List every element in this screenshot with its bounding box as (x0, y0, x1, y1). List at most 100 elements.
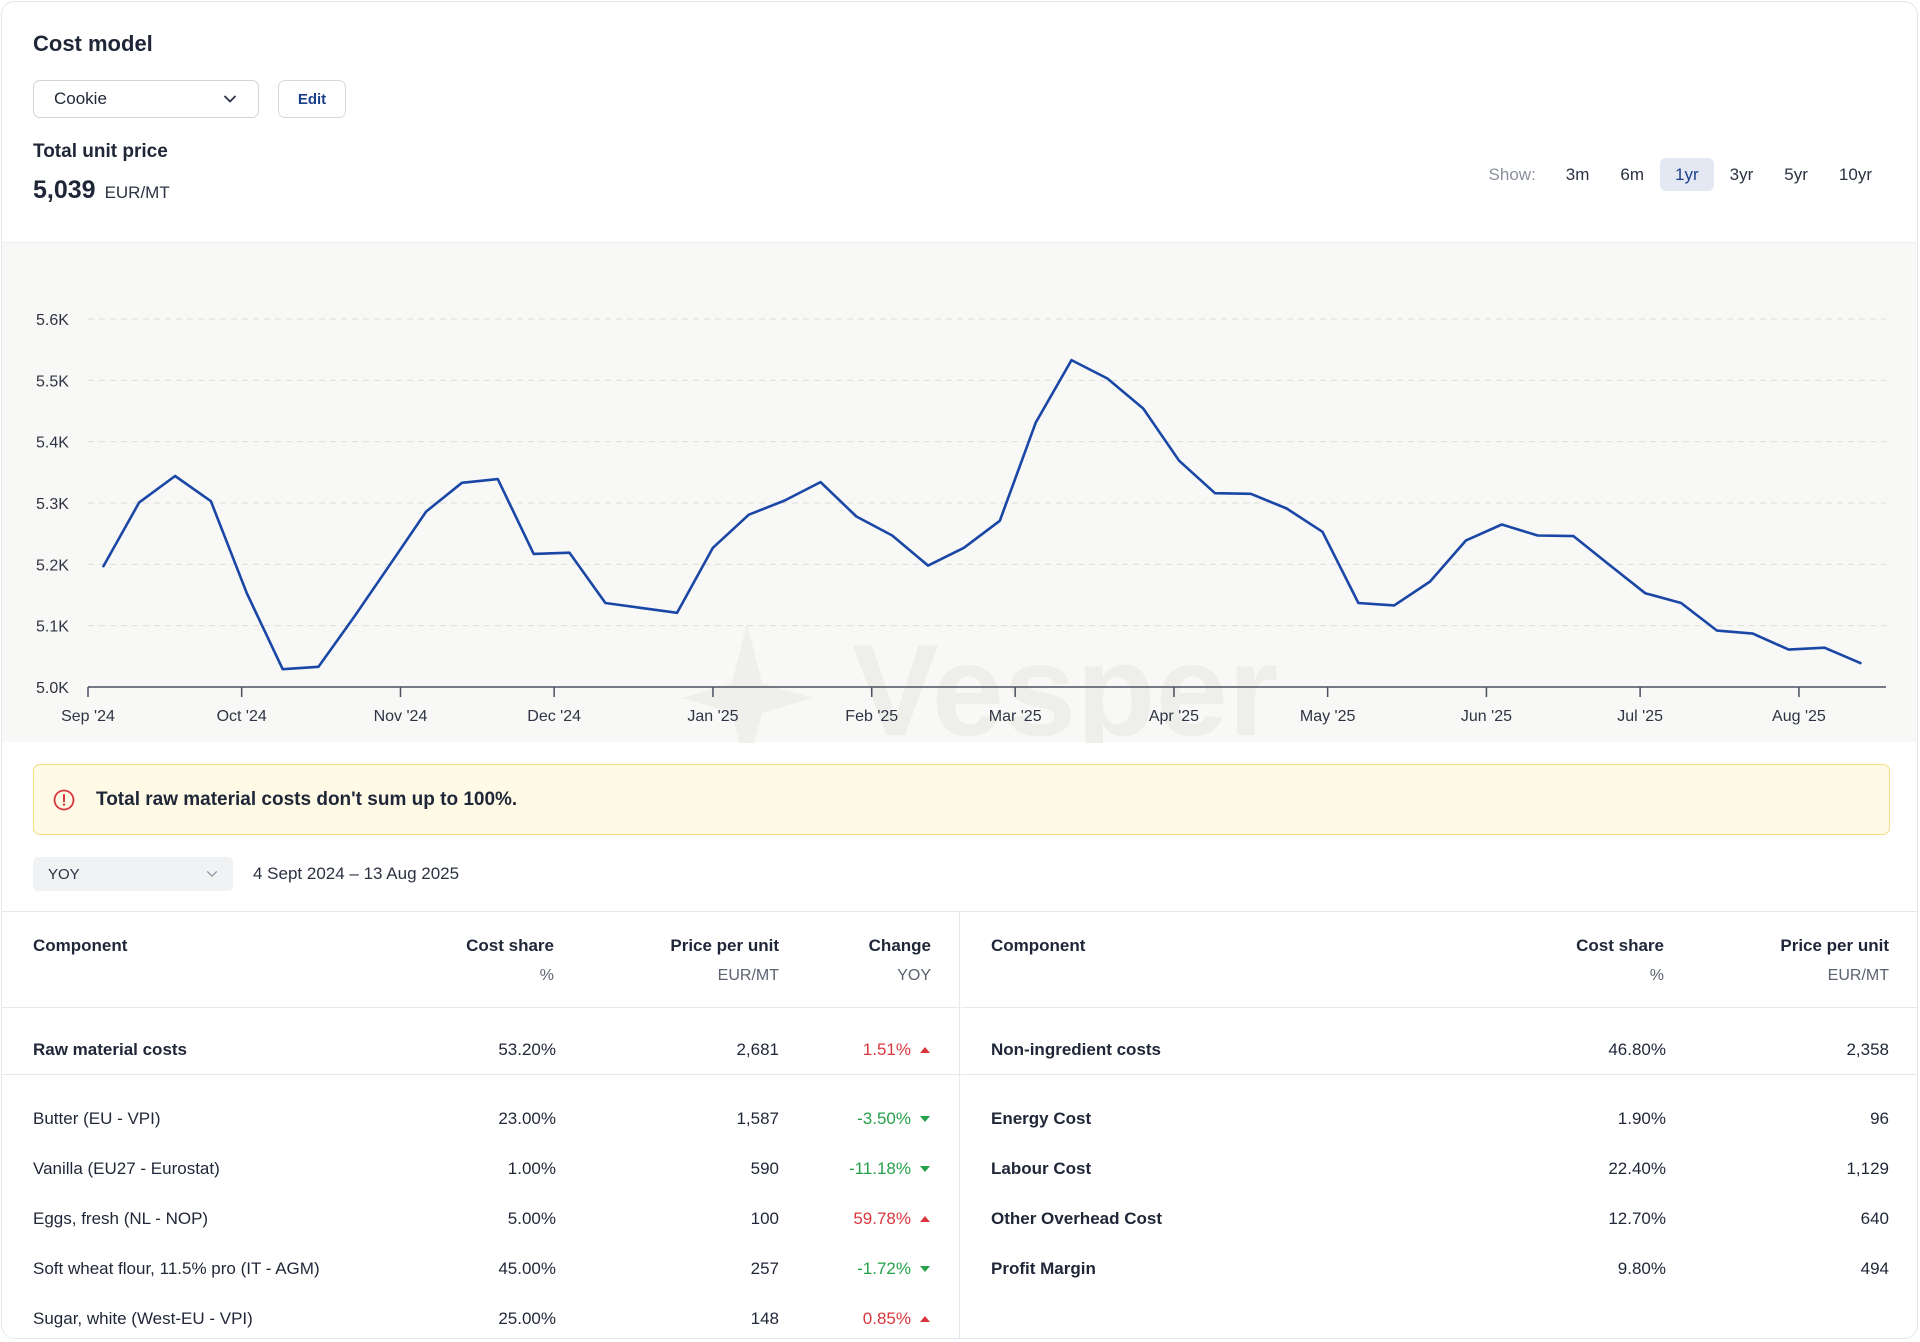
y-tick-label: 5.6K (36, 312, 69, 329)
column-unit-cost-share: % (539, 967, 554, 984)
x-tick-label: Mar '25 (989, 708, 1042, 725)
column-header-cost-share: Cost share (466, 936, 554, 955)
range-option-5yr[interactable]: 5yr (1784, 165, 1808, 184)
row-name: Energy Cost (991, 1109, 1092, 1128)
trend-up-icon (920, 1047, 930, 1053)
range-option-6m[interactable]: 6m (1620, 165, 1645, 184)
column-unit-cost-share: % (1649, 967, 1664, 984)
x-tick-label: Jan '25 (687, 708, 738, 725)
price-series-line (102, 358, 1862, 671)
row-divider (2, 1074, 959, 1075)
column-unit-price: EUR/MT (1827, 967, 1889, 984)
price-chart: Vesper 5.0K 5.1K 5.2K 5.3K 5.4K 5.5K 5.6K Sep '2… (2, 242, 1917, 743)
x-tick-label: Oct '24 (217, 708, 267, 725)
row-price: 96 (1870, 1109, 1889, 1128)
table-header: Component Cost share % Price per unit EU… (2, 912, 959, 1008)
chevron-down-icon (224, 95, 236, 103)
column-header-price: Price per unit (670, 936, 779, 955)
comparison-period-value: YOY (48, 865, 80, 883)
x-tick-label: Jul '25 (1617, 708, 1663, 725)
comparison-period-select[interactable]: YOY (33, 857, 233, 891)
y-tick-label: 5.3K (36, 496, 69, 513)
chevron-down-icon (206, 871, 218, 877)
cost-breakdown: Component Cost share % Price per unit EU… (2, 911, 1917, 1338)
row-name: Other Overhead Cost (991, 1209, 1162, 1228)
row-price: 100 (750, 1209, 779, 1228)
trend-down-icon (920, 1116, 930, 1122)
product-select[interactable]: Cookie (33, 80, 259, 118)
chart-watermark: Vesper (852, 617, 1278, 743)
row-change: 59.78% (853, 1209, 931, 1229)
range-option-3m[interactable]: 3m (1565, 165, 1590, 184)
row-change: -1.72% (857, 1259, 931, 1279)
column-unit-price: EUR/MT (717, 967, 779, 984)
range-option-1yr[interactable]: 1yr (1660, 158, 1714, 191)
row-change-value: 0.85% (862, 1309, 911, 1328)
x-tick-label: Nov '24 (374, 708, 428, 725)
x-tick-label: Aug '25 (1772, 708, 1826, 725)
row-cost-share: 22.40% (1608, 1159, 1666, 1178)
watermark-logo-icon (682, 623, 812, 743)
time-range-label: Show: (1488, 164, 1536, 184)
total-unit-price-unit: EUR/MT (104, 183, 170, 202)
trend-down-icon (920, 1266, 930, 1272)
row-price: 2,358 (1846, 1040, 1889, 1059)
row-change-value: 59.78% (853, 1209, 911, 1228)
total-unit-price-label: Total unit price (33, 141, 168, 162)
row-cost-share: 1.00% (507, 1159, 556, 1178)
row-cost-share: 5.00% (507, 1209, 556, 1228)
row-change: -11.18% (849, 1159, 931, 1179)
warning-banner: Total raw material costs don't sum up to… (33, 764, 1890, 835)
row-change: -3.50% (857, 1109, 931, 1129)
column-header-component: Component (33, 936, 128, 955)
warning-message: Total raw material costs don't sum up to… (96, 788, 518, 810)
y-tick-label: 5.0K (36, 680, 69, 697)
row-price: 2,681 (736, 1040, 779, 1059)
row-price: 1,129 (1846, 1159, 1889, 1178)
row-change-value: -3.50% (857, 1109, 911, 1128)
row-cost-share: 1.90% (1617, 1109, 1666, 1128)
y-tick-label: 5.4K (36, 435, 69, 452)
row-change-value: -11.18% (848, 1159, 911, 1178)
column-unit-change: YOY (897, 967, 931, 984)
row-name: Sugar, white (West-EU - VPI) (33, 1309, 253, 1328)
x-tick-label: Feb '25 (845, 708, 898, 725)
row-cost-share: 46.80% (1608, 1040, 1666, 1059)
row-name: Raw material costs (33, 1040, 188, 1059)
x-tick-label: May '25 (1300, 708, 1356, 725)
row-name: Labour Cost (991, 1159, 1092, 1178)
table-header: Component Cost share % Price per unit EU… (961, 912, 1917, 1008)
row-cost-share: 12.70% (1608, 1209, 1666, 1228)
row-name: Butter (EU - VPI) (33, 1109, 161, 1128)
row-cost-share: 23.00% (498, 1109, 556, 1128)
row-price: 494 (1860, 1259, 1889, 1278)
row-price: 640 (1860, 1209, 1889, 1228)
x-tick-label: Dec '24 (527, 708, 581, 725)
x-tick-label: Sep '24 (61, 708, 115, 725)
page-title: Cost model (33, 31, 153, 56)
trend-up-icon (920, 1216, 930, 1222)
x-tick-label: Apr '25 (1149, 708, 1199, 725)
range-option-3yr[interactable]: 3yr (1729, 165, 1754, 184)
row-price: 590 (750, 1159, 779, 1178)
range-option-10yr[interactable]: 10yr (1838, 165, 1872, 184)
product-select-value: Cookie (54, 89, 107, 108)
alert-circle-icon (53, 789, 75, 810)
row-price: 1,587 (736, 1109, 779, 1128)
price-chart-svg: Vesper 5.0K 5.1K 5.2K 5.3K 5.4K 5.5K 5.6K Sep '2… (36, 312, 1886, 743)
y-tick-label: 5.5K (36, 373, 69, 390)
row-name: Profit Margin (991, 1259, 1096, 1278)
column-header-change: Change (868, 936, 931, 955)
row-cost-share: 25.00% (498, 1309, 556, 1328)
column-header-price: Price per unit (1780, 936, 1889, 955)
time-range-selector: Show: 3m 6m 1yr 3yr 5yr 10yr (1489, 158, 1887, 191)
column-header-component: Component (991, 936, 1086, 955)
row-change: 1.51% (863, 1040, 931, 1060)
date-range: 4 Sept 2024 – 13 Aug 2025 (253, 864, 460, 883)
total-unit-price: 5,039 EUR/MT (33, 176, 170, 205)
edit-button[interactable]: Edit (278, 80, 346, 118)
total-unit-price-value: 5,039 (33, 176, 96, 204)
trend-down-icon (920, 1166, 930, 1172)
row-name: Non-ingredient costs (991, 1040, 1162, 1059)
